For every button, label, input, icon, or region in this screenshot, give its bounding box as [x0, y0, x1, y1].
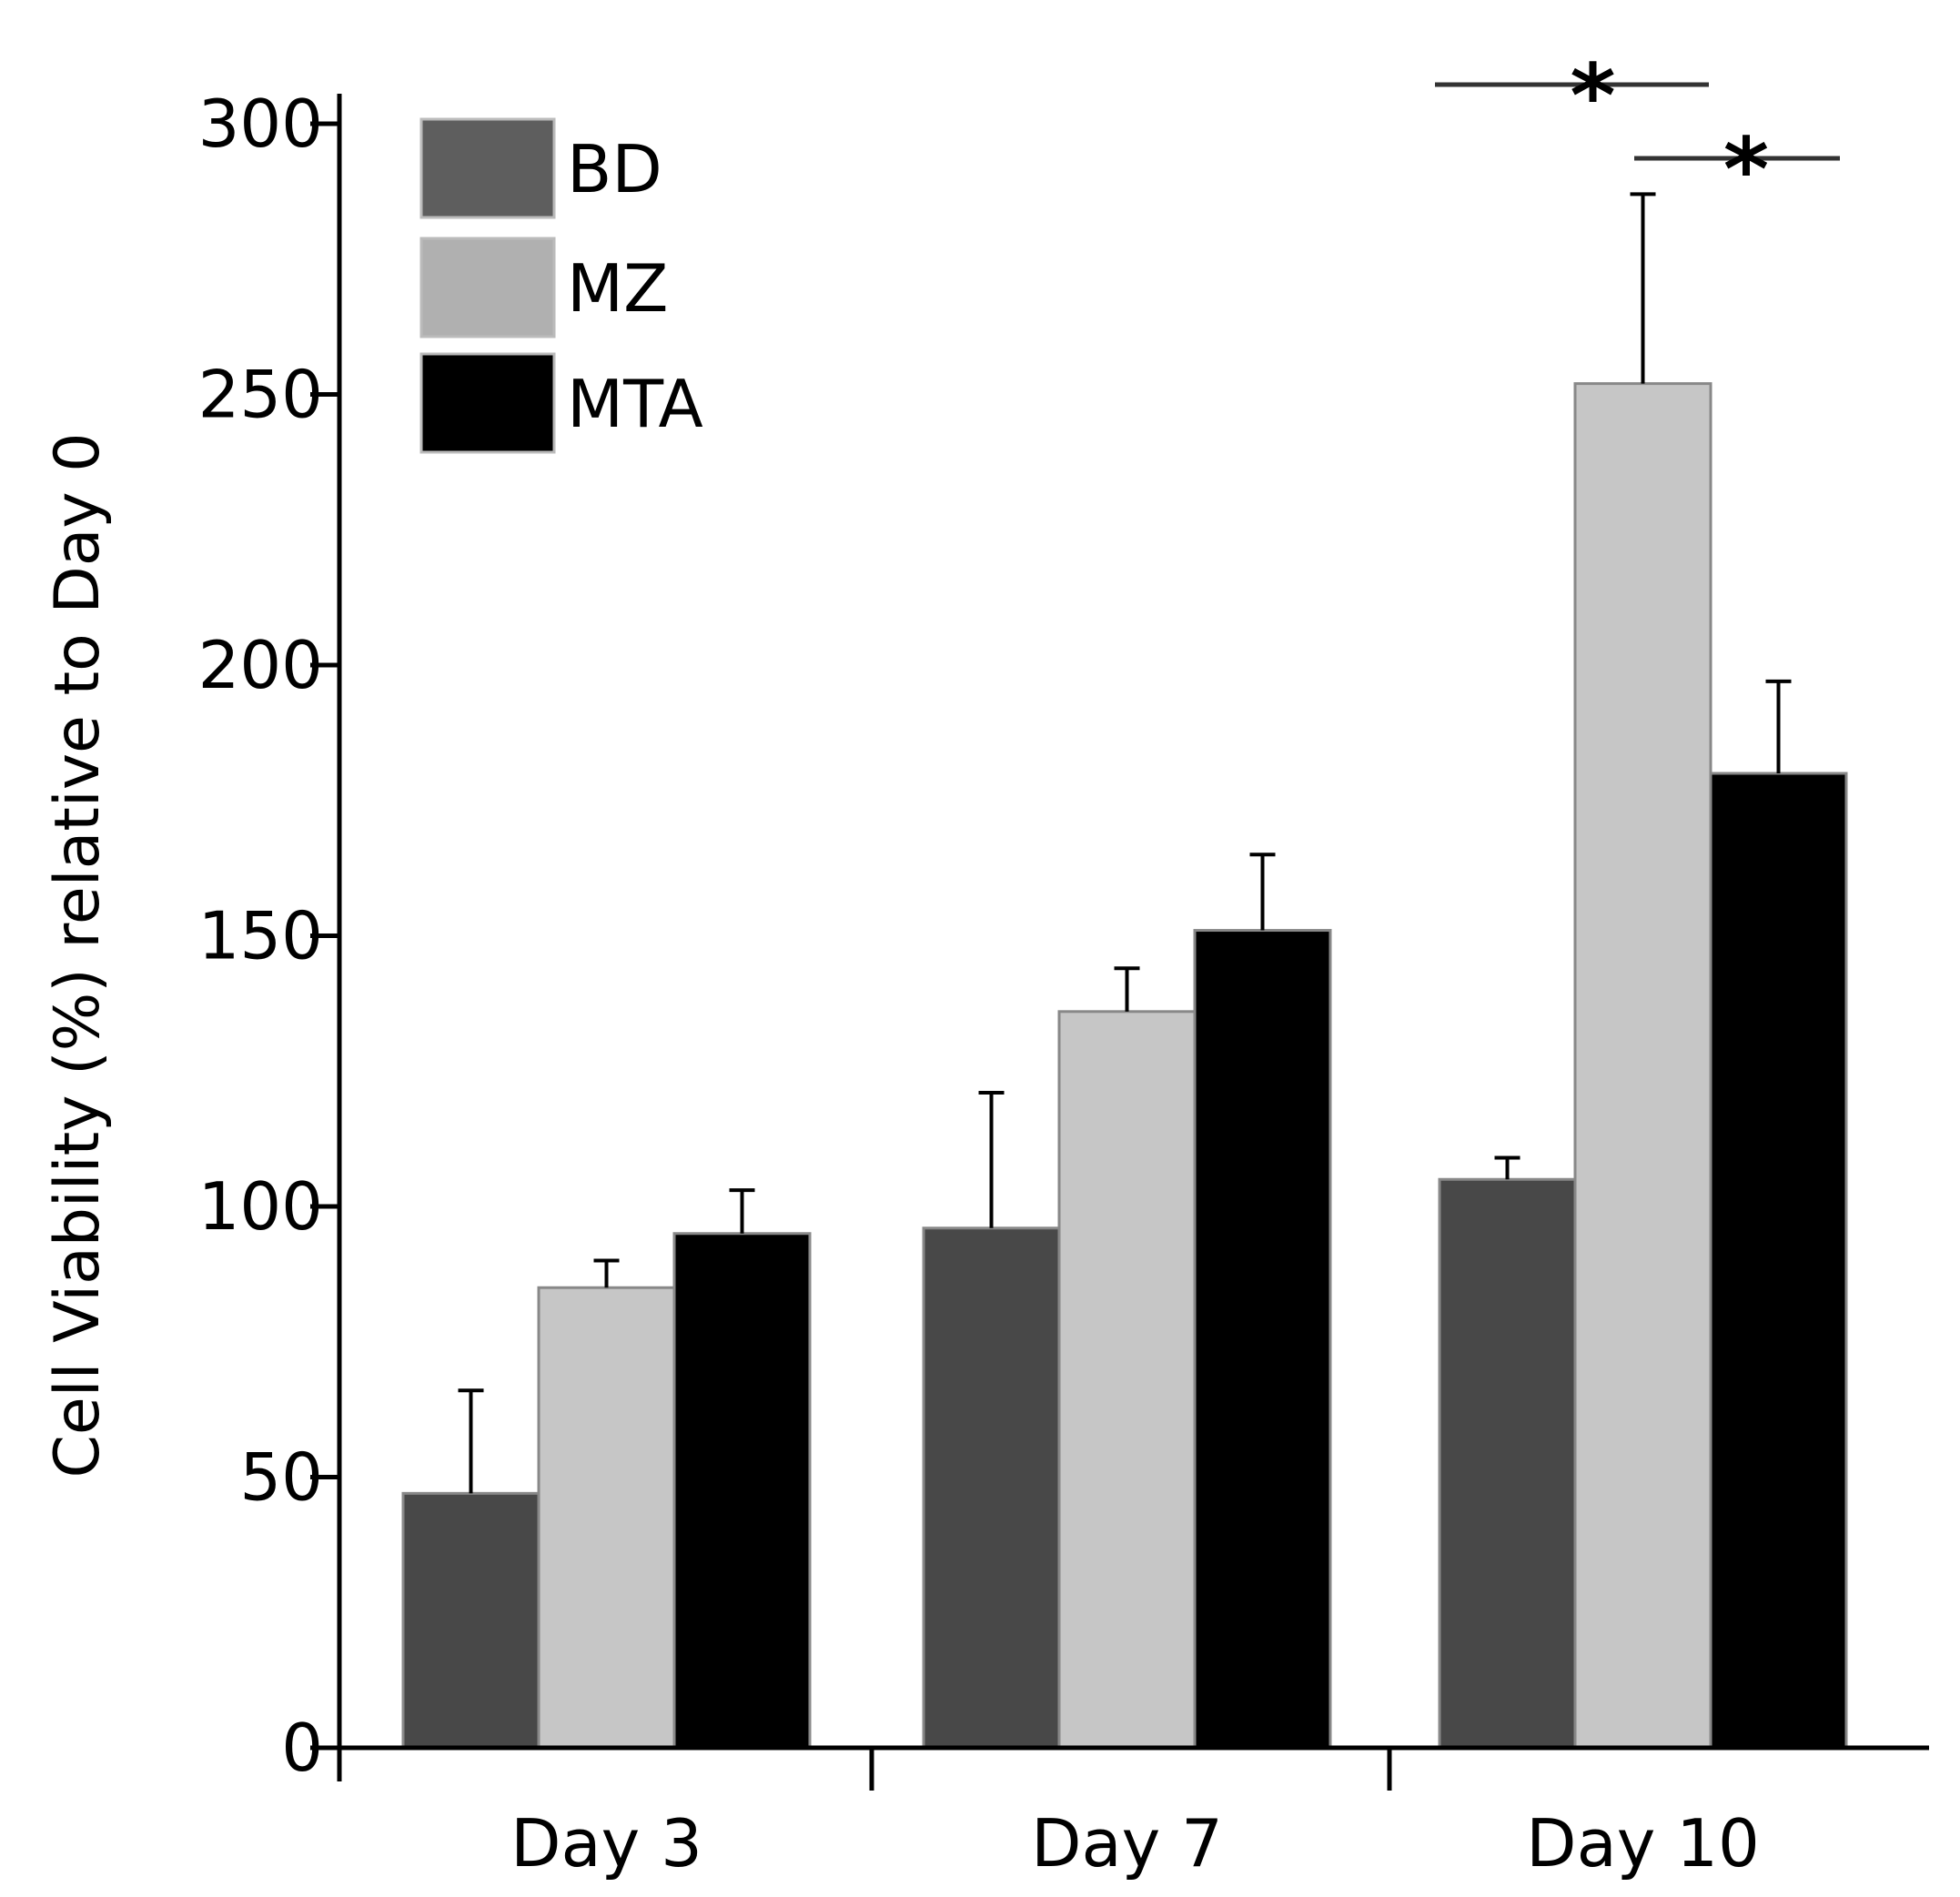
error-bar-mz-day-10 [1630, 192, 1656, 384]
bar-mz-day-10 [1573, 382, 1712, 1750]
x-tick-label: Day 10 [1526, 1805, 1760, 1882]
legend-item-mta: MTA [419, 352, 703, 454]
y-tick-label: 0 [281, 1710, 323, 1786]
error-bar-mta-day-7 [1249, 853, 1276, 931]
x-tick-label: Day 7 [1031, 1805, 1223, 1882]
x-ticks: Day 3 Day 7 Day 10 [510, 1748, 1760, 1882]
y-tick-label: 100 [198, 1168, 323, 1245]
legend-swatch [419, 237, 556, 338]
error-bars-layer [458, 192, 1792, 1494]
error-bar-mz-day-3 [593, 1258, 620, 1288]
legend-label: MTA [567, 366, 703, 442]
bar-bd-day-3 [401, 1491, 541, 1750]
bar-bd-day-10 [1438, 1177, 1577, 1750]
bars-layer [401, 382, 1848, 1750]
bar-mta-day-10 [1709, 772, 1848, 1750]
error-bar-mta-day-10 [1765, 679, 1792, 773]
bar-mz-day-3 [537, 1286, 676, 1750]
y-axis-label: Cell Viability (%) relative to Day 0 [42, 432, 114, 1478]
error-bar-bd-day-10 [1494, 1155, 1521, 1180]
y-tick-label: 200 [198, 627, 323, 703]
legend-label: BD [567, 131, 662, 207]
y-tick-label: 250 [198, 357, 323, 433]
y-tick-label: 150 [198, 898, 323, 974]
error-bar-bd-day-7 [978, 1091, 1005, 1228]
bar-mta-day-3 [672, 1232, 812, 1750]
legend-item-mz: MZ [419, 237, 668, 338]
error-bar-mta-day-3 [729, 1188, 755, 1234]
legend-item-bd: BD [419, 117, 662, 219]
legend-swatch [419, 117, 556, 219]
error-bar-mz-day-7 [1114, 966, 1140, 1012]
legend-swatch [419, 352, 556, 454]
y-ticks: 0 50 100 150 200 250 300 [198, 86, 339, 1786]
legend: BD MZ MTA [419, 117, 703, 454]
bar-mz-day-7 [1057, 1010, 1197, 1750]
y-tick-label: 300 [198, 86, 323, 162]
legend-label: MZ [567, 250, 668, 327]
bar-mta-day-7 [1193, 929, 1332, 1750]
significance-bracket: * [1634, 119, 1840, 221]
x-tick-label: Day 3 [510, 1805, 702, 1882]
significance-bracket: * [1435, 45, 1709, 147]
significance-star: * [1570, 45, 1615, 147]
error-bar-bd-day-3 [458, 1388, 484, 1494]
y-tick-label: 50 [239, 1439, 323, 1516]
bar-bd-day-7 [922, 1226, 1061, 1750]
significance-annotations: ** [1435, 45, 1840, 221]
significance-star: * [1723, 119, 1769, 221]
